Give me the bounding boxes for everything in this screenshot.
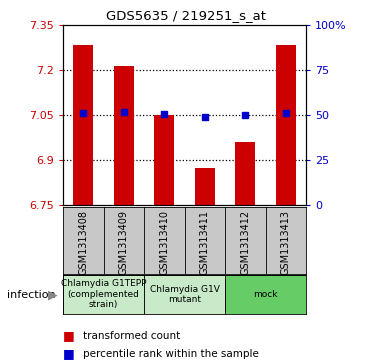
Text: Chlamydia G1V
mutant: Chlamydia G1V mutant	[150, 285, 220, 304]
Text: GSM1313412: GSM1313412	[240, 210, 250, 276]
Bar	[154, 115, 174, 205]
Text: mock: mock	[253, 290, 278, 299]
Bar	[225, 275, 306, 314]
Bar	[114, 66, 134, 205]
Text: ▶: ▶	[48, 288, 58, 301]
Text: GDS5635 / 219251_s_at: GDS5635 / 219251_s_at	[105, 9, 266, 22]
Text: GSM1313409: GSM1313409	[119, 210, 129, 275]
Text: GSM1313408: GSM1313408	[78, 210, 88, 275]
Text: Chlamydia G1TEPP
(complemented
strain): Chlamydia G1TEPP (complemented strain)	[61, 280, 146, 309]
Text: ■: ■	[63, 347, 75, 360]
Bar	[73, 45, 93, 205]
Text: infection: infection	[7, 290, 56, 300]
Bar	[144, 275, 225, 314]
Bar	[63, 275, 144, 314]
Bar	[276, 45, 296, 205]
Text: transformed count: transformed count	[83, 331, 181, 341]
Text: GSM1313411: GSM1313411	[200, 210, 210, 275]
Bar	[195, 168, 215, 205]
Text: GSM1313413: GSM1313413	[281, 210, 291, 275]
Text: ■: ■	[63, 329, 75, 342]
Bar	[235, 142, 256, 205]
Text: percentile rank within the sample: percentile rank within the sample	[83, 349, 259, 359]
Text: GSM1313410: GSM1313410	[159, 210, 169, 275]
